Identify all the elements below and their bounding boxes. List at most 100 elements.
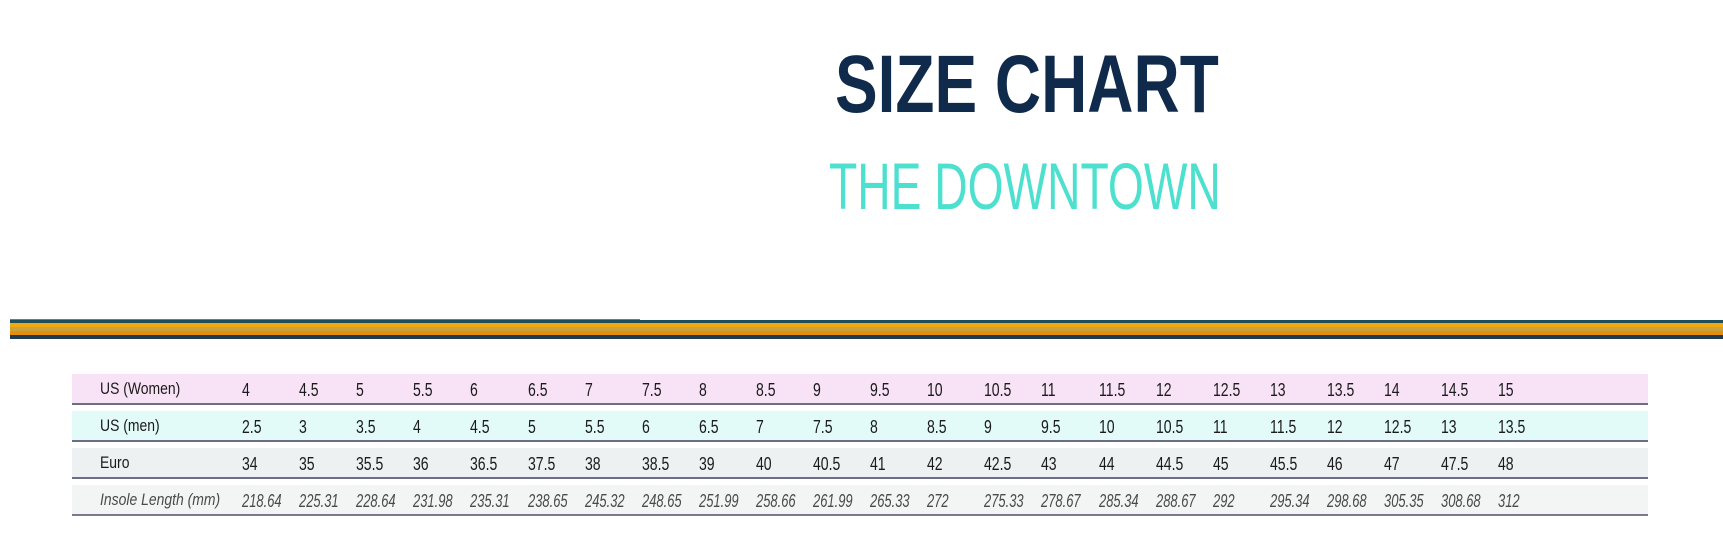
table-cell: 14	[1384, 380, 1400, 400]
table-cell: 42	[927, 454, 943, 474]
table-cell: 11.5	[1269, 417, 1297, 437]
table-cell: 228.64	[356, 491, 396, 511]
table-cell: 298.68	[1326, 491, 1367, 511]
table-cell: 8.5	[755, 380, 776, 400]
table-cell: 238.65	[527, 491, 568, 511]
table-cell: 38.5	[641, 454, 670, 474]
table-cell: 292	[1212, 491, 1235, 511]
table-cell: 47.5	[1441, 454, 1469, 474]
table-cell: 4	[413, 417, 422, 437]
table-cell: 10	[927, 380, 943, 400]
table-cell: 11	[1041, 380, 1056, 400]
table-cell: 40	[755, 454, 772, 474]
table-cell: 46	[1326, 454, 1343, 474]
table-cell: 4	[242, 380, 250, 400]
table-cell: 48	[1498, 454, 1514, 474]
table-cell: 36.5	[470, 454, 498, 474]
table-cell: 218.64	[242, 491, 282, 511]
table-cell: 248.65	[641, 491, 682, 511]
table-cell: 35.5	[356, 454, 384, 474]
table-cell: 261.99	[813, 491, 853, 511]
table-cell: 12.5	[1212, 380, 1241, 400]
table-cell: 38	[584, 454, 601, 474]
table-cell: 6	[470, 380, 479, 400]
table-cell: 288.67	[1155, 491, 1196, 511]
table-cell: 3.5	[356, 417, 376, 437]
table-cell: 5.5	[584, 417, 605, 437]
table-cell: 39	[698, 454, 715, 474]
table-cell: 41	[870, 454, 886, 474]
table-cell: 44.5	[1155, 454, 1183, 474]
table-cell: 35	[299, 454, 315, 474]
table-cell: 235.31	[470, 491, 511, 511]
table-row-euro: Euro 34 35 35.5 36 36.5 37.5 38 38.5 39 40 40.5 41 4…	[72, 448, 1648, 485]
table-cell: 3	[299, 417, 307, 437]
table-cell: 8.5	[927, 417, 947, 437]
table-cell: 44	[1098, 454, 1115, 474]
table-cell: 34	[242, 454, 258, 474]
table-cell: 285.34	[1098, 491, 1139, 511]
row-divider	[72, 477, 1648, 479]
table-cell: 305.35	[1384, 491, 1424, 511]
table-cell: 11	[1212, 417, 1228, 437]
row-background	[72, 374, 1648, 403]
table-cell: 225.31	[299, 491, 339, 511]
table-cell: 6.5	[527, 380, 548, 400]
table-cell: 47	[1384, 454, 1400, 474]
stripe-dark-top	[10, 320, 1723, 323]
row-divider	[72, 403, 1648, 405]
table-cell: 13.5	[1326, 380, 1355, 400]
table-cell: 9.5	[870, 380, 890, 400]
row-background	[72, 448, 1648, 477]
row-background	[72, 485, 1648, 514]
row-label-insole-length: Insole Length (mm)	[100, 490, 221, 509]
table-cell: 2.5	[242, 417, 262, 437]
table-cell: 45	[1212, 454, 1229, 474]
table-cell: 12	[1326, 417, 1343, 437]
table-cell: 14.5	[1441, 380, 1469, 400]
decorative-stripes	[10, 319, 1723, 342]
table-row-insole-length: Insole Length (mm) 218.64 225.31 228.64 231…	[72, 485, 1648, 522]
table-cell: 37.5	[527, 454, 555, 474]
table-cell: 36	[413, 454, 429, 474]
table-row-us-men: US (men) 2.5 3 3.5 4 4.5 5 5.5 6 6.5 7 7.5 8 8.5 9 9.5…	[72, 411, 1648, 448]
table-cell: 10.5	[984, 380, 1012, 400]
table-cell: 7	[755, 417, 764, 437]
table-cell: 278.67	[1041, 491, 1082, 511]
table-cell: 275.33	[984, 491, 1024, 511]
table-cell: 7	[584, 380, 593, 400]
stripe-orange	[10, 331, 1723, 335]
row-background	[72, 411, 1648, 440]
table-cell: 7.5	[813, 417, 833, 437]
table-cell: 6	[641, 417, 650, 437]
table-cell: 9	[984, 417, 993, 437]
table-cell: 245.32	[584, 491, 625, 511]
table-cell: 12.5	[1384, 417, 1412, 437]
table-cell: 10.5	[1155, 417, 1183, 437]
table-cell: 265.33	[870, 491, 910, 511]
table-cell: 13	[1269, 380, 1286, 400]
table-cell: 40.5	[813, 454, 841, 474]
header: SIZE CHART THE DOWNTOWN	[0, 0, 1723, 240]
table-cell: 258.66	[755, 491, 796, 511]
table-cell: 272	[927, 491, 949, 511]
table-cell: 7.5	[641, 380, 662, 400]
table-cell: 5	[356, 380, 364, 400]
table-cell: 251.99	[698, 491, 739, 511]
table-row-us-women: US (Women) 4 4.5 5 5.5 6 6.5 7 7.5 8 8.5 9 9.5 10 10.…	[72, 374, 1648, 411]
row-label-us-women: US (Women)	[100, 379, 181, 398]
table-cell: 15	[1498, 380, 1514, 400]
stripe-khaki	[10, 327, 1723, 331]
table-cell: 12	[1155, 380, 1172, 400]
table-cell: 9	[813, 380, 821, 400]
stripe-shadow	[10, 319, 640, 320]
table-cell: 308.68	[1441, 491, 1481, 511]
row-label-us-men: US (men)	[100, 416, 160, 435]
row-divider	[72, 514, 1648, 516]
table-cell: 8	[870, 417, 878, 437]
page-title: SIZE CHART	[835, 39, 1219, 130]
stripe-dark-bottom	[10, 335, 1723, 339]
table-cell: 231.98	[413, 491, 453, 511]
table-cell: 10	[1098, 417, 1115, 437]
table-cell: 9.5	[1041, 417, 1061, 437]
